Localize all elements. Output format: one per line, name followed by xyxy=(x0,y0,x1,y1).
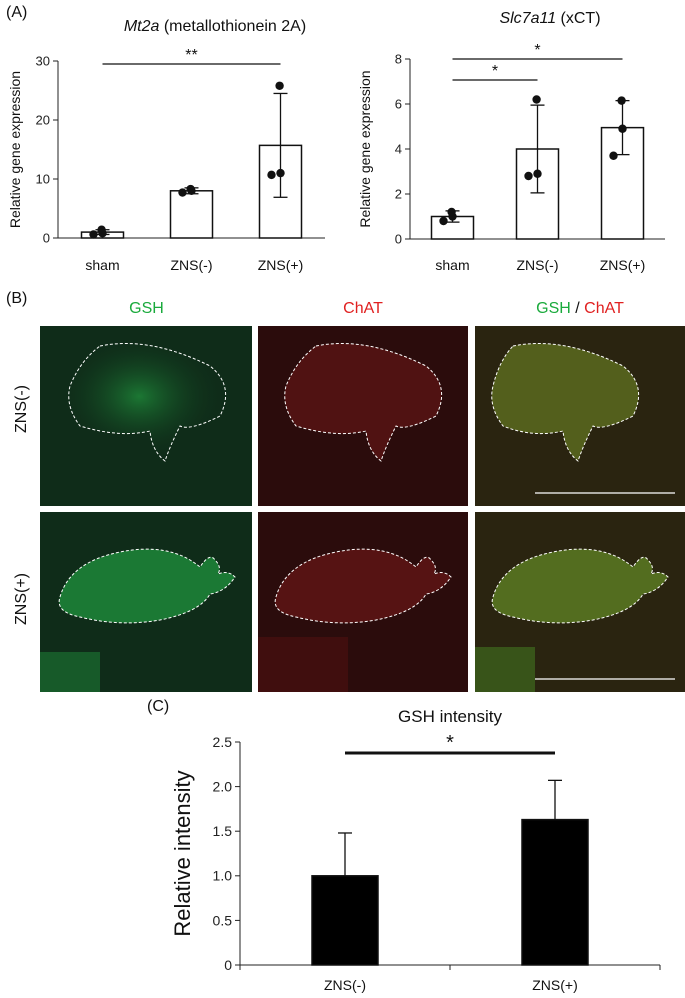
chart-slc7a11: 0 2 4 6 8 Relative gene expression sham ZNS(-) Z… xyxy=(357,42,665,273)
chart-title: GSH intensity xyxy=(398,707,502,726)
col-label-gsh: GSH xyxy=(129,300,164,317)
y-tick-label: 6 xyxy=(395,97,402,112)
chart-title-slc7a11: Slc7a11 (xCT) xyxy=(499,10,601,27)
micrograph-gsh-zns-minus xyxy=(40,326,252,506)
y-tick-label: 30 xyxy=(36,54,50,69)
y-tick-label: 20 xyxy=(36,113,50,128)
bar-2 xyxy=(600,126,645,240)
significance-label: * xyxy=(492,63,498,80)
y-tick-label: 2.5 xyxy=(213,734,233,750)
chart-mt2a: 0 10 20 30 Relative gene expression sham ZNS(-… xyxy=(7,47,325,273)
y-tick-label: 1.5 xyxy=(213,823,233,839)
y-tick-label: 0 xyxy=(224,957,232,973)
chart-gsh-intensity: 0 0.5 1.0 1.5 2.0 2.5 Relative intensity ZNS(-)… xyxy=(170,707,661,993)
micrograph-gsh-zns-plus xyxy=(40,512,252,692)
category-label-2: ZNS(+) xyxy=(258,257,304,273)
category-label-0: sham xyxy=(85,257,119,273)
y-tick-label: 4 xyxy=(395,142,402,157)
data-point xyxy=(447,207,456,217)
category-label-0: sham xyxy=(435,257,469,273)
row-label-zns-plus: ZNS(+) xyxy=(13,573,30,625)
data-point xyxy=(524,171,533,181)
y-tick-label: 2 xyxy=(395,187,402,202)
data-point xyxy=(618,124,627,133)
panel-label-c: (C) xyxy=(147,698,170,715)
col-label-chat: ChAT xyxy=(343,300,383,317)
y-tick-label: 1.0 xyxy=(213,868,233,884)
y-tick-label: 0 xyxy=(395,232,402,247)
micrograph-merge-zns-plus xyxy=(475,512,685,692)
bar-1 xyxy=(521,818,589,966)
y-tick-label: 8 xyxy=(395,52,402,67)
y-tick-label: 10 xyxy=(36,172,50,187)
data-point xyxy=(276,168,285,178)
y-axis-label: Relative intensity xyxy=(170,770,195,936)
col-label-merge: GSH / ChAT xyxy=(536,300,624,317)
y-tick-label: 0.5 xyxy=(213,912,233,928)
bar-1 xyxy=(169,190,214,239)
data-point xyxy=(267,170,276,180)
significance-label: * xyxy=(534,42,540,59)
row-label-zns-minus: ZNS(-) xyxy=(13,385,30,433)
data-point xyxy=(532,95,541,104)
category-label-0: ZNS(-) xyxy=(324,977,366,993)
data-point xyxy=(97,225,106,234)
bar-0 xyxy=(311,875,379,966)
micrograph-chat-zns-minus xyxy=(258,326,468,506)
y-axis-label: Relative gene expression xyxy=(7,71,23,228)
data-point xyxy=(609,151,618,160)
y-tick-label: 2.0 xyxy=(213,779,233,795)
data-point xyxy=(533,169,542,178)
data-point xyxy=(178,188,187,197)
data-point xyxy=(89,230,98,239)
significance-label: ** xyxy=(185,47,197,64)
data-point xyxy=(617,96,626,105)
significance-label: * xyxy=(446,732,454,754)
data-point xyxy=(186,184,195,194)
category-label-1: ZNS(-) xyxy=(171,257,213,273)
panel-label-a: (A) xyxy=(6,4,28,21)
data-point xyxy=(275,81,284,90)
micrograph-chat-zns-plus xyxy=(258,512,468,692)
category-label-1: ZNS(+) xyxy=(532,977,578,993)
micrograph-merge-zns-minus xyxy=(475,326,685,506)
y-tick-label: 0 xyxy=(43,231,50,246)
panel-label-b: (B) xyxy=(6,290,28,307)
chart-title-mt2a: Mt2a (metallothionein 2A) xyxy=(123,18,307,35)
category-label-2: ZNS(+) xyxy=(600,257,646,273)
data-point xyxy=(439,216,448,226)
category-label-1: ZNS(-) xyxy=(517,257,559,273)
y-axis-label: Relative gene expression xyxy=(357,70,373,227)
